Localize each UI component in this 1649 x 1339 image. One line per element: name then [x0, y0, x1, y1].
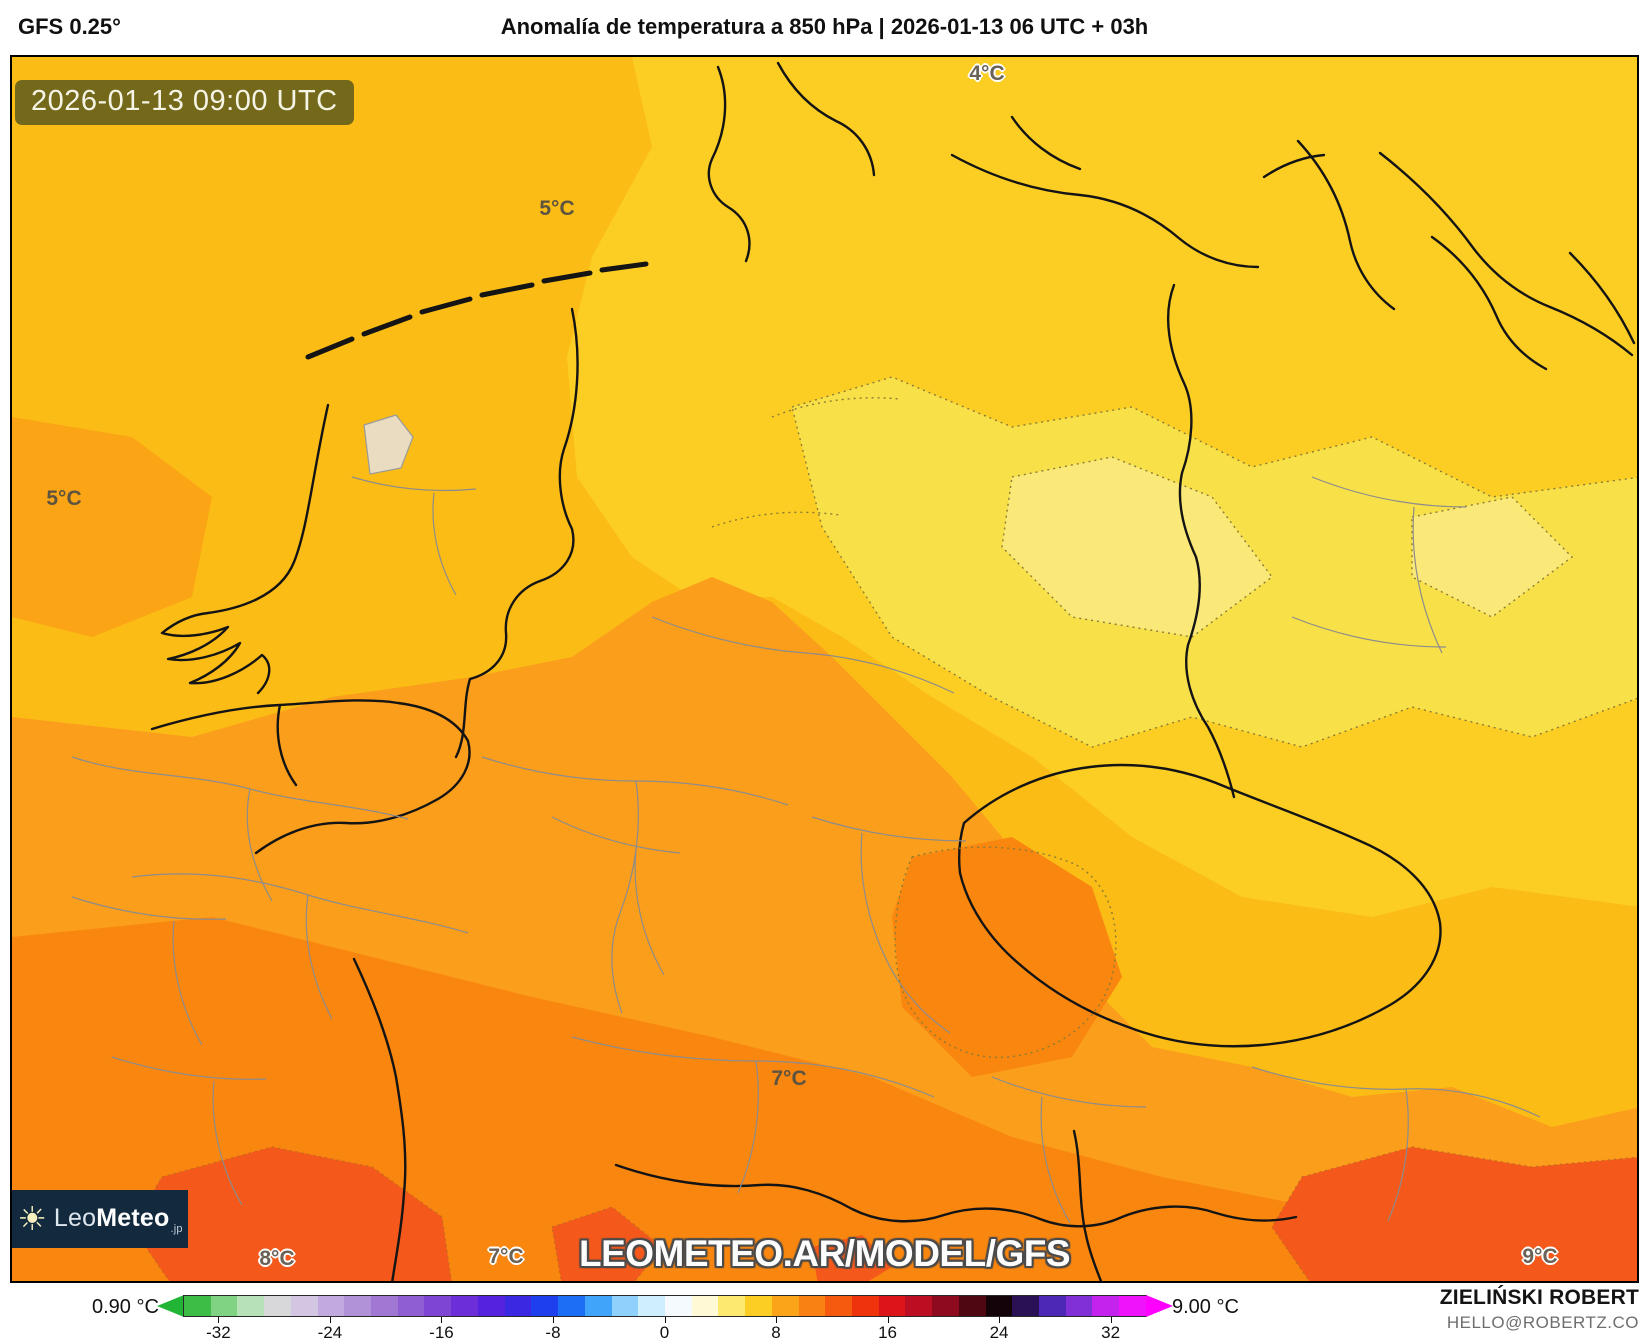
credit-email: HELLO@ROBERTZ.CO	[1446, 1313, 1639, 1333]
colorbar-segment	[932, 1296, 959, 1316]
colorbar-segment	[264, 1296, 291, 1316]
colorbar-segment	[718, 1296, 746, 1316]
colorbar-tick-label: -8	[545, 1323, 561, 1339]
colorbar	[183, 1295, 1147, 1317]
colorbar-segment	[344, 1296, 372, 1316]
colorbar-segment	[371, 1296, 398, 1316]
colorbar-segment	[1092, 1296, 1120, 1316]
min-value-label: 0.90 °C	[92, 1296, 159, 1318]
colorbar-segment	[798, 1296, 826, 1316]
colorbar-tick-label: -32	[206, 1323, 231, 1339]
colorbar-segment	[664, 1296, 692, 1316]
colorbar-segment	[878, 1296, 906, 1316]
colorbar-tick-label: 24	[989, 1323, 1009, 1339]
colorbar-segment	[745, 1296, 772, 1316]
colorbar-tick-mark	[776, 1317, 778, 1323]
colorbar-segment	[210, 1296, 238, 1316]
colorbar-segment	[237, 1296, 265, 1316]
colorbar-tick-label: 8	[771, 1323, 781, 1339]
colorbar-left-arrow	[157, 1295, 184, 1317]
colorbar-segment	[851, 1296, 879, 1316]
colorbar-tick-label: -16	[429, 1323, 454, 1339]
sun-icon: ☀	[17, 1199, 47, 1237]
page-title: Anomalía de temperatura a 850 hPa | 2026…	[500, 14, 1149, 39]
colorbar-segment	[691, 1296, 719, 1316]
footer: 0.90 °C 9.00 °C -32 -24 -16 -8 0 8 16 24 32 ZIEL…	[0, 1283, 1649, 1339]
colorbar-tick-mark	[999, 1317, 1001, 1323]
colorbar-segment	[958, 1296, 986, 1316]
model-label: GFS 0.25°	[18, 14, 121, 39]
colorbar-segment	[451, 1296, 478, 1316]
contour-label: 5°C	[539, 197, 575, 220]
contour-label: 4°C	[969, 62, 1005, 85]
colorbar-segment	[985, 1296, 1013, 1316]
credit-block: ZIELIŃSKI ROBERT HELLO@ROBERTZ.CO	[1440, 1286, 1639, 1333]
colorbar-tick-label: 16	[878, 1323, 897, 1339]
colorbar-tick-label: -24	[317, 1323, 343, 1339]
colorbar-segment	[771, 1296, 799, 1316]
colorbar-tick-mark	[887, 1317, 889, 1323]
colorbar-segment	[1039, 1296, 1066, 1316]
colorbar-tick-label: 0	[659, 1323, 670, 1339]
colorbar-segment	[317, 1296, 345, 1316]
colorbar-tick-mark	[664, 1317, 666, 1323]
colorbar-tick-mark	[329, 1317, 331, 1323]
colorbar-segment	[477, 1296, 505, 1316]
colorbar-segment	[397, 1296, 425, 1316]
contour-label: 9°C	[1522, 1245, 1558, 1268]
contour-label: 8°C	[259, 1247, 295, 1270]
leometeo-logo: ☀ LeoMeteo.jp	[12, 1190, 188, 1248]
logo-text: LeoMeteo.jp	[53, 1203, 183, 1235]
colorbar-right-arrow	[1146, 1295, 1173, 1317]
colorbar-tick-mark	[1110, 1317, 1112, 1323]
colorbar-segment	[558, 1296, 585, 1316]
colorbar-tick-mark	[552, 1317, 554, 1323]
colorbar-segment	[290, 1296, 318, 1316]
colorbar-segment	[1065, 1296, 1093, 1316]
colorbar-segment	[825, 1296, 852, 1316]
weather-map: 2026-01-13 09:00 UTC 5°C 4°C 5°C 7°C 8°C 7°C 9…	[10, 55, 1639, 1283]
colorbar-segment	[611, 1296, 639, 1316]
colorbar-segment	[184, 1296, 211, 1316]
max-value-label: 9.00 °C	[1172, 1296, 1239, 1318]
timestamp-badge: 2026-01-13 09:00 UTC	[15, 80, 354, 125]
colorbar-tick-mark	[218, 1317, 220, 1323]
contour-label: 5°C	[46, 487, 82, 510]
colorbar-segment	[905, 1296, 933, 1316]
header: GFS 0.25° Anomalía de temperatura a 850 …	[0, 0, 1649, 55]
colorbar-segment	[504, 1296, 532, 1316]
contour-label: 7°C	[488, 1245, 524, 1268]
colorbar-tick-mark	[441, 1317, 443, 1323]
credit-name: ZIELIŃSKI ROBERT	[1439, 1286, 1639, 1309]
contour-label: 7°C	[771, 1067, 807, 1090]
colorbar-tick-label: 32	[1101, 1323, 1121, 1339]
temperature-anomaly-map	[12, 57, 1637, 1281]
colorbar-segment	[424, 1296, 452, 1316]
colorbar-segment	[1119, 1296, 1146, 1316]
watermark: LEOMETEO.AR/MODEL/GFS	[578, 1233, 1071, 1274]
colorbar-segment	[531, 1296, 559, 1316]
colorbar-segment	[638, 1296, 665, 1316]
colorbar-segment	[1012, 1296, 1039, 1316]
colorbar-segment	[584, 1296, 612, 1316]
